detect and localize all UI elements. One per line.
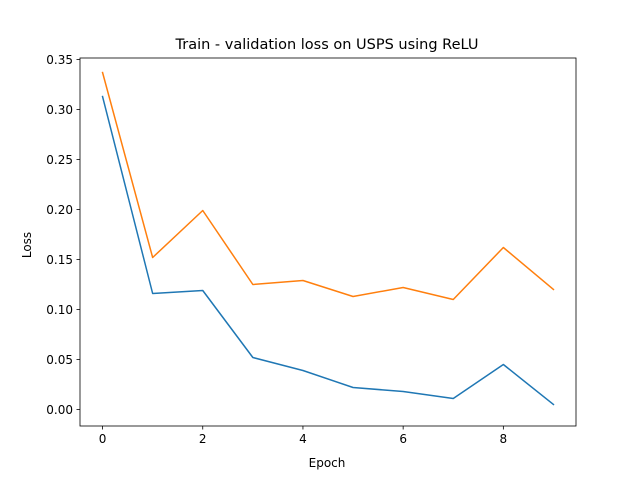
y-tick-label: 0.20 [46,203,73,217]
x-axis-label: Epoch [309,456,346,470]
x-tick-label: 8 [500,432,508,446]
series-line-1 [101,95,555,406]
series-line-2 [101,71,555,301]
plot-area: 0 2 4 6 8 0.00 0.05 0.10 0.15 0.20 0.25 0.30 0.35 [46,53,577,446]
y-tick-label: 0.10 [46,303,73,317]
y-tick-label: 0.30 [46,103,73,117]
chart-title: Train - validation loss on USPS using Re… [175,37,479,53]
axes-frame [79,57,577,427]
y-tick-label: 0.05 [46,353,73,367]
x-tick-label: 2 [199,432,207,446]
x-tick-label: 6 [399,432,407,446]
y-axis-label: Loss [20,232,34,258]
y-tick-label: 0.35 [46,53,73,67]
y-tick-label: 0.25 [46,153,73,167]
y-tick-label: 0.00 [46,403,73,417]
y-tick-label: 0.15 [46,253,73,267]
x-tick-label: 4 [299,432,307,446]
x-tick-label: 0 [99,432,107,446]
